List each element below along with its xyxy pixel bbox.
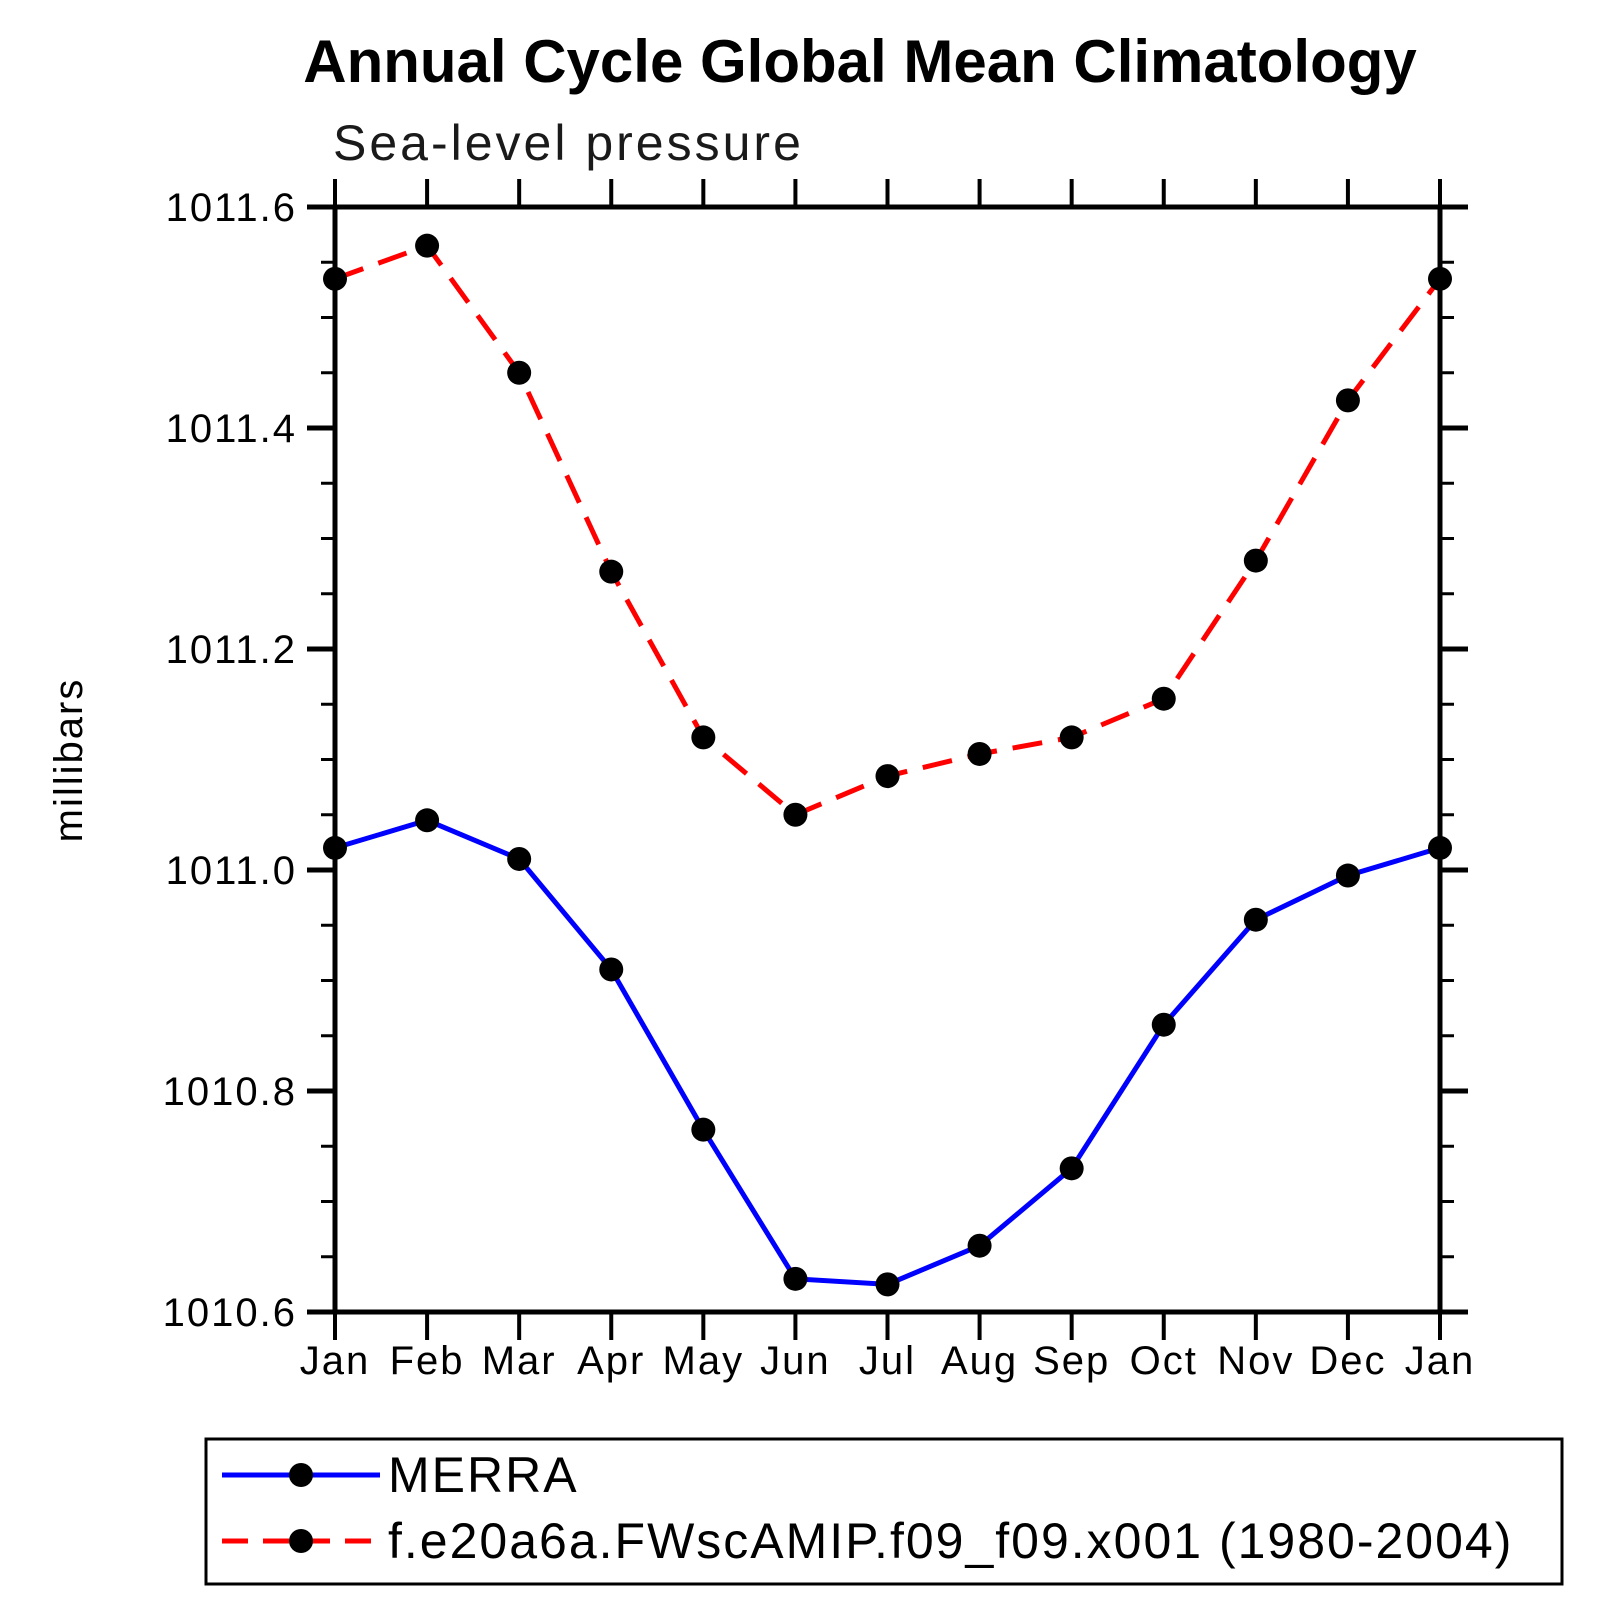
y-tick-label: 1011.4	[166, 407, 297, 451]
x-tick-label: Feb	[390, 1339, 465, 1383]
y-tick-label: 1011.6	[166, 186, 297, 230]
data-point-marker	[783, 802, 808, 827]
legend-marker-dot	[289, 1463, 313, 1487]
x-tick-label: Oct	[1130, 1339, 1198, 1383]
data-point-marker	[415, 233, 440, 258]
y-tick-label: 1010.8	[163, 1070, 297, 1114]
data-point-marker	[691, 725, 716, 750]
data-point-marker	[415, 808, 440, 833]
legend: MERRA f.e20a6a.FWscAMIP.f09_f09.x001 (19…	[204, 1437, 1564, 1586]
x-tick-label: Jun	[760, 1339, 831, 1383]
x-tick-label: Sep	[1033, 1339, 1110, 1383]
x-tick-label: Jul	[859, 1339, 916, 1383]
data-point-marker	[1243, 548, 1268, 573]
plot-frame	[332, 204, 1443, 1315]
data-point-marker	[599, 957, 624, 982]
data-point-marker	[1059, 1156, 1084, 1181]
data-point-marker	[599, 559, 624, 584]
data-point-marker	[691, 1117, 716, 1142]
x-tick-label: Nov	[1217, 1339, 1294, 1383]
data-point-marker	[967, 741, 992, 766]
legend-label-model-run: f.e20a6a.FWscAMIP.f09_f09.x001 (1980-200…	[388, 1513, 1513, 1569]
x-axis-tick-labels: Jan Feb Mar Apr May Jun Jul Aug Sep Oct Nov Dec Jan	[300, 1339, 1476, 1383]
data-point-marker	[783, 1266, 808, 1291]
chart-title: Annual Cycle Global Mean Climatology	[303, 28, 1417, 95]
x-tick-label: Jan	[300, 1339, 371, 1383]
data-point-marker	[875, 1272, 900, 1297]
y-tick-label: 1011.0	[166, 849, 297, 893]
data-point-marker	[1151, 1012, 1176, 1037]
data-point-marker	[1151, 686, 1176, 711]
x-tick-label: Mar	[482, 1339, 557, 1383]
data-point-marker	[1335, 388, 1360, 413]
series-line-dashed	[334, 242, 1442, 818]
data-point-marker	[1335, 863, 1360, 888]
chart-subtitle: Sea-level pressure	[333, 115, 804, 171]
x-tick-label: May	[663, 1339, 745, 1383]
y-axis-tick-labels: 1010.6 1010.8 1011.0 1011.2 1011.4 1011.6	[163, 186, 297, 1335]
data-point-marker	[1243, 907, 1268, 932]
axis-ticks	[307, 179, 1468, 1340]
data-point-marker	[507, 360, 532, 385]
data-point-marker	[875, 764, 900, 789]
data-point-marker	[507, 846, 532, 871]
x-tick-label: Apr	[577, 1339, 645, 1383]
data-point-marker	[967, 1233, 992, 1258]
y-tick-label: 1011.2	[166, 628, 297, 672]
series-line-solid	[334, 817, 1441, 1287]
data-series	[323, 233, 1452, 1297]
y-axis-title: millibars	[47, 678, 91, 843]
x-tick-label: Dec	[1309, 1339, 1386, 1383]
data-point-marker	[1059, 725, 1084, 750]
x-tick-label: Jan	[1405, 1339, 1476, 1383]
legend-label-merra: MERRA	[388, 1447, 579, 1503]
legend-marker-dot	[289, 1529, 313, 1553]
x-tick-label: Aug	[941, 1339, 1018, 1383]
y-tick-label: 1010.6	[163, 1291, 297, 1335]
legend-box	[204, 1437, 1564, 1586]
